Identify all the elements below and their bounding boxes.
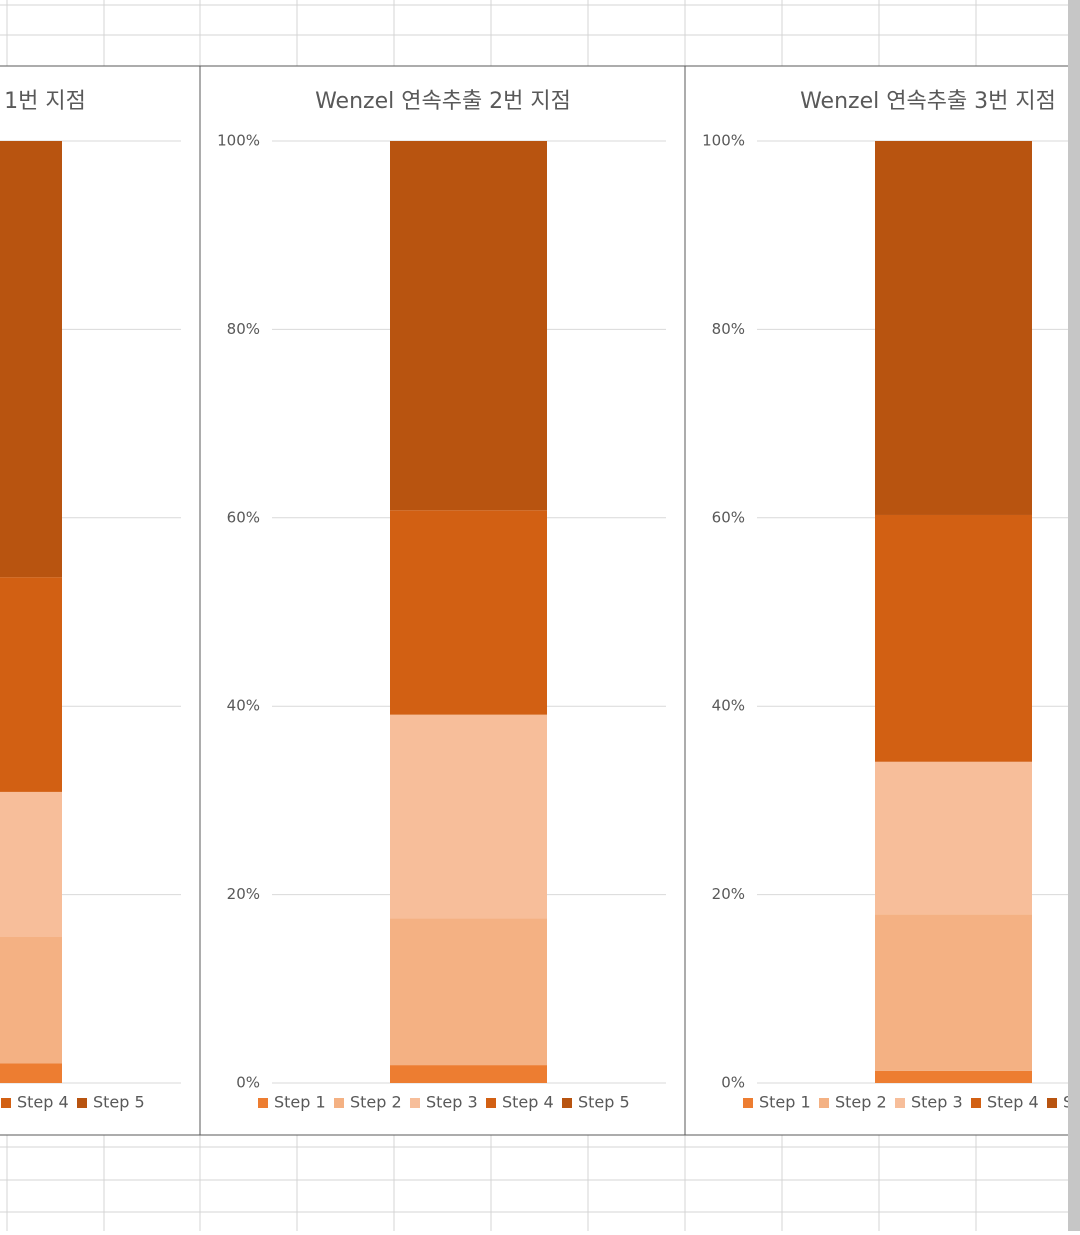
bar-segment (390, 918, 547, 1066)
bar-segment (390, 510, 547, 715)
bar-segment (0, 936, 62, 1064)
y-tick-label: 80% (712, 320, 745, 338)
legend-label: Step 4 (502, 1093, 554, 1112)
bar-segment (0, 577, 62, 792)
bar-segment (390, 714, 547, 919)
legend-swatch (743, 1098, 753, 1108)
bar-segment (875, 1070, 1032, 1083)
legend-swatch (819, 1098, 829, 1108)
y-tick-label: 40% (227, 697, 260, 715)
chart-title: Wenzel 연속추출 3번 지점 (800, 89, 1056, 114)
chart-title: Wenzel 연속추출 2번 지점 (315, 89, 571, 114)
y-tick-label: 60% (227, 508, 260, 526)
y-tick-label: 100% (702, 132, 745, 150)
legend-label: Step 3 (911, 1093, 963, 1112)
legend-swatch (1, 1098, 11, 1108)
legend-swatch (486, 1098, 496, 1108)
chart: Wenzel 연속추출 1번 지점0%20%40%60%80%100%Step … (0, 65, 201, 1136)
y-tick-label: 60% (712, 508, 745, 526)
legend-swatch (334, 1098, 344, 1108)
legend-swatch (562, 1098, 572, 1108)
legend-swatch (410, 1098, 420, 1108)
legend-label: Step 2 (350, 1093, 402, 1112)
legend-swatch (1047, 1098, 1057, 1108)
legend-label: Step 5 (93, 1093, 145, 1112)
chart: Wenzel 연속추출 2번 지점 0% 20% 40% 60% 80% 100% Step … (199, 65, 686, 1136)
legend-swatch (77, 1098, 87, 1108)
bar-segment (875, 914, 1032, 1071)
y-tick-label: 0% (721, 1074, 745, 1092)
legend-label: Step 1 (274, 1093, 326, 1112)
bar-segment (0, 141, 62, 578)
bar-segment (390, 1065, 547, 1083)
y-tick-label: 80% (227, 320, 260, 338)
legend-swatch (895, 1098, 905, 1108)
bar-segment (0, 1063, 62, 1083)
y-tick-label: 40% (712, 697, 745, 715)
charts: Wenzel 연속추출 1번 지점 0% 20% 40% 60% 80% 100% Step … (0, 65, 1080, 1136)
y-tick-label: 0% (236, 1074, 260, 1092)
legend-swatch (258, 1098, 268, 1108)
y-tick-label: 20% (712, 885, 745, 903)
legend-label: Step 1 (759, 1093, 811, 1112)
y-tick-label: 100% (217, 132, 260, 150)
bar-segment (875, 141, 1032, 515)
legend-label: Step 4 (987, 1093, 1039, 1112)
bar-segment (0, 791, 62, 937)
legend-label: Step 4 (17, 1093, 69, 1112)
legend-label: Step 3 (426, 1093, 478, 1112)
y-tick-label: 20% (227, 885, 260, 903)
chart-title: Wenzel 연속추출 1번 지점 (0, 89, 86, 114)
bar-segment (390, 141, 547, 511)
legend-swatch (971, 1098, 981, 1108)
legend-label: Step 2 (835, 1093, 887, 1112)
bar-segment (875, 761, 1032, 915)
scrollbar[interactable] (1068, 0, 1080, 1231)
legend-label: Step 5 (578, 1093, 630, 1112)
chart: Wenzel 연속추출 3번 지점 0% 20% 40% 60% 80% 100% Step … (684, 65, 1080, 1136)
bar-segment (875, 514, 1032, 762)
